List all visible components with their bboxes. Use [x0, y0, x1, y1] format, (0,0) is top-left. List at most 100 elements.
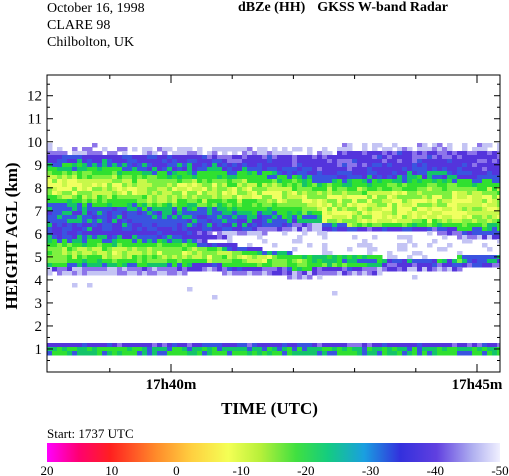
reflectivity-cell: [292, 259, 298, 264]
reflectivity-cell: [207, 247, 213, 252]
reflectivity-cell: [462, 179, 468, 184]
reflectivity-cell: [92, 347, 98, 352]
reflectivity-cell: [317, 223, 323, 228]
reflectivity-cell: [132, 171, 138, 176]
reflectivity-cell: [317, 231, 323, 236]
reflectivity-cell: [202, 183, 208, 188]
reflectivity-cell: [82, 263, 88, 268]
reflectivity-cell: [407, 163, 413, 168]
reflectivity-cell: [152, 231, 158, 236]
reflectivity-cell: [117, 259, 123, 264]
reflectivity-cell: [487, 219, 493, 224]
reflectivity-cell: [122, 231, 128, 236]
reflectivity-cell: [437, 343, 443, 348]
reflectivity-cell: [317, 155, 323, 160]
reflectivity-cell: [447, 199, 453, 204]
reflectivity-cell: [112, 347, 118, 352]
reflectivity-cell: [202, 167, 208, 172]
reflectivity-cell: [127, 231, 133, 236]
reflectivity-cell: [322, 231, 328, 236]
reflectivity-cell: [352, 183, 358, 188]
reflectivity-cell: [237, 263, 243, 268]
reflectivity-cell: [177, 231, 183, 236]
reflectivity-cell: [137, 271, 143, 276]
reflectivity-cell: [417, 155, 423, 160]
reflectivity-cell: [92, 271, 98, 276]
reflectivity-cell: [87, 243, 93, 248]
reflectivity-cell: [117, 239, 123, 244]
reflectivity-cell: [62, 203, 68, 208]
reflectivity-cell: [462, 227, 468, 232]
reflectivity-cell: [197, 223, 203, 228]
reflectivity-cell: [87, 171, 93, 176]
reflectivity-cell: [397, 155, 403, 160]
reflectivity-cell: [72, 227, 78, 232]
reflectivity-cell: [212, 151, 218, 156]
reflectivity-cell: [367, 183, 373, 188]
reflectivity-cell: [302, 211, 308, 216]
reflectivity-cell: [47, 251, 53, 256]
reflectivity-cell: [97, 167, 103, 172]
reflectivity-cell: [77, 159, 83, 164]
reflectivity-cell: [232, 199, 238, 204]
reflectivity-cell: [412, 251, 418, 256]
reflectivity-cell: [447, 171, 453, 176]
reflectivity-cell: [497, 179, 500, 184]
reflectivity-cell: [232, 215, 238, 220]
reflectivity-cell: [422, 175, 428, 180]
reflectivity-cell: [217, 163, 223, 168]
reflectivity-cell: [172, 347, 178, 352]
reflectivity-cell: [212, 159, 218, 164]
reflectivity-cell: [472, 191, 478, 196]
reflectivity-cell: [127, 267, 133, 272]
reflectivity-cell: [322, 343, 328, 348]
reflectivity-cell: [372, 159, 378, 164]
reflectivity-cell: [467, 195, 473, 200]
reflectivity-cell: [202, 239, 208, 244]
reflectivity-cell: [292, 155, 298, 160]
reflectivity-cell: [197, 159, 203, 164]
reflectivity-cell: [377, 163, 383, 168]
reflectivity-cell: [97, 255, 103, 260]
reflectivity-cell: [452, 219, 458, 224]
reflectivity-cell: [282, 163, 288, 168]
reflectivity-cell: [457, 231, 463, 236]
reflectivity-cell: [152, 175, 158, 180]
reflectivity-cell: [347, 195, 353, 200]
reflectivity-cell: [322, 191, 328, 196]
reflectivity-cell: [477, 235, 483, 240]
reflectivity-cell: [107, 347, 113, 352]
reflectivity-cell: [322, 271, 328, 276]
reflectivity-cell: [417, 183, 423, 188]
reflectivity-cell: [62, 267, 68, 272]
reflectivity-cell: [87, 239, 93, 244]
reflectivity-cell: [162, 219, 168, 224]
reflectivity-cell: [47, 223, 53, 228]
reflectivity-cell: [397, 235, 403, 240]
reflectivity-cell: [252, 227, 258, 232]
reflectivity-cell: [292, 275, 298, 280]
reflectivity-cell: [62, 191, 68, 196]
reflectivity-cell: [347, 175, 353, 180]
reflectivity-cell: [92, 255, 98, 260]
reflectivity-cell: [412, 215, 418, 220]
reflectivity-cell: [362, 195, 368, 200]
reflectivity-cell: [407, 267, 413, 272]
reflectivity-cell: [427, 167, 433, 172]
reflectivity-cell: [97, 191, 103, 196]
reflectivity-cell: [232, 175, 238, 180]
reflectivity-cell: [437, 263, 443, 268]
reflectivity-cell: [427, 243, 433, 248]
reflectivity-cell: [302, 175, 308, 180]
reflectivity-cell: [147, 263, 153, 268]
reflectivity-cell: [272, 351, 278, 356]
reflectivity-cell: [97, 271, 103, 276]
reflectivity-cell: [402, 351, 408, 356]
title-instrument: GKSS W-band Radar: [317, 0, 448, 15]
reflectivity-cell: [332, 227, 338, 232]
reflectivity-cell: [332, 219, 338, 224]
reflectivity-cell: [122, 155, 128, 160]
reflectivity-cell: [177, 247, 183, 252]
reflectivity-cell: [122, 171, 128, 176]
reflectivity-cell: [247, 247, 253, 252]
